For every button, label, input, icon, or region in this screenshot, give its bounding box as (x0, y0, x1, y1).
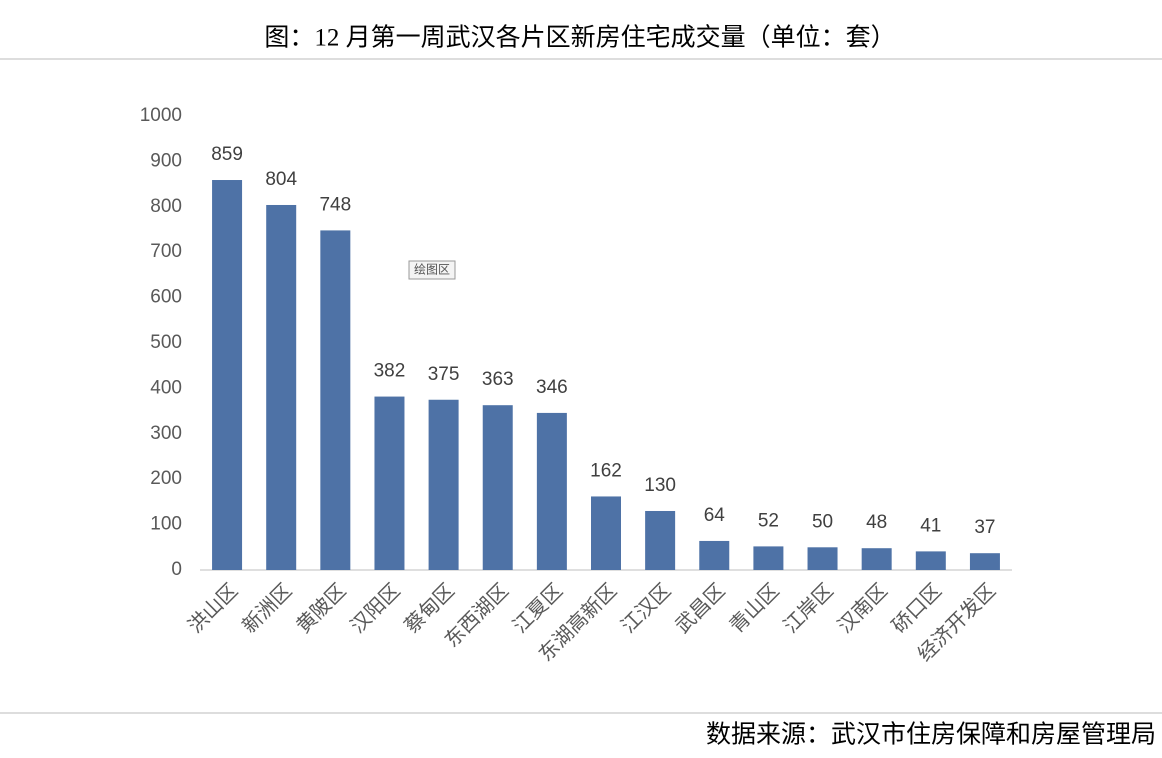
y-tick-label: 900 (150, 150, 182, 171)
chart-title: 图：12 月第一周武汉各片区新房住宅成交量（单位：套） (264, 24, 895, 52)
tooltip: 绘图区 (408, 260, 456, 280)
bar (807, 547, 838, 570)
bar (320, 230, 351, 570)
data-label: 48 (866, 512, 887, 533)
y-tick-label: 300 (150, 423, 182, 444)
data-label: 52 (758, 510, 779, 531)
x-tick-label: 江岸区 (779, 579, 838, 638)
bar (482, 405, 513, 570)
bar (536, 412, 567, 570)
tooltip-text: 绘图区 (414, 262, 450, 277)
x-tick-label: 青山区 (725, 579, 784, 638)
y-tick-label: 700 (150, 241, 182, 262)
data-label: 859 (211, 144, 243, 165)
data-label: 346 (536, 377, 568, 398)
data-label: 748 (319, 194, 351, 215)
data-label: 804 (265, 169, 297, 190)
y-tick-label: 800 (150, 196, 182, 217)
data-label: 162 (590, 460, 622, 481)
x-tick-label: 洪山区 (184, 579, 243, 638)
bar (699, 540, 730, 570)
y-tick-label: 400 (150, 377, 182, 398)
y-tick-label: 0 (171, 559, 182, 580)
data-label: 37 (974, 517, 995, 538)
bar (645, 510, 676, 570)
y-tick-label: 100 (150, 514, 182, 535)
bar (753, 546, 784, 570)
x-tick-label: 新洲区 (238, 579, 297, 638)
x-tick-label: 汉阳区 (346, 579, 405, 638)
bar (591, 496, 621, 570)
bar (969, 553, 1000, 570)
tooltip-box (408, 260, 456, 280)
bar (861, 548, 892, 570)
data-label: 64 (704, 505, 726, 526)
y-tick-label: 1000 (140, 105, 182, 126)
x-tick-label: 黄陂区 (292, 579, 351, 638)
bar (915, 551, 946, 570)
x-tick-label: 江汉区 (617, 579, 676, 638)
bar (212, 180, 243, 570)
data-label: 382 (374, 361, 406, 382)
data-label: 130 (644, 475, 676, 496)
source: 数据来源：武汉市住房保障和房屋管理局 (706, 721, 1156, 749)
data-label: 41 (920, 515, 941, 536)
bar (266, 204, 297, 570)
bar (428, 399, 459, 570)
y-tick-label: 200 (150, 468, 182, 489)
data-label: 363 (482, 369, 514, 390)
x-tick-label: 汉南区 (833, 579, 892, 638)
y-tick-label: 500 (150, 332, 182, 353)
y-tick-label: 600 (150, 287, 182, 308)
bar (374, 396, 405, 570)
x-tick-label: 武昌区 (671, 579, 730, 638)
data-label: 50 (812, 511, 833, 532)
data-label: 375 (428, 364, 460, 385)
